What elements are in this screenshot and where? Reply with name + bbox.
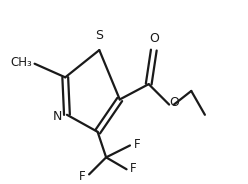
Text: S: S (95, 29, 103, 43)
Text: F: F (130, 162, 137, 175)
Text: O: O (170, 96, 180, 109)
Text: O: O (150, 32, 160, 45)
Text: F: F (134, 138, 140, 151)
Text: N: N (53, 110, 62, 123)
Text: CH₃: CH₃ (11, 56, 32, 69)
Text: F: F (79, 170, 85, 183)
